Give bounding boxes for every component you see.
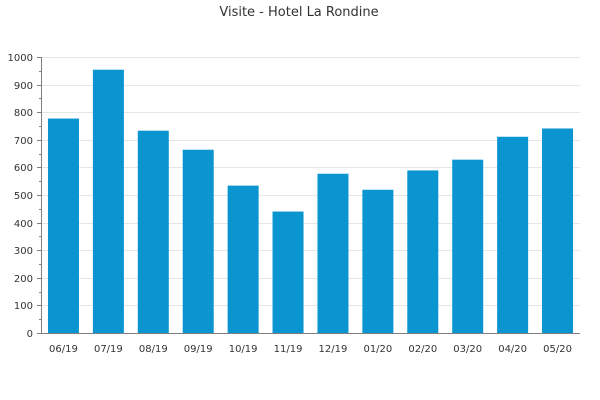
axes (37, 57, 580, 334)
bar-04-20 (497, 136, 529, 333)
bar-03-20 (452, 159, 484, 333)
bar-05-20 (542, 128, 574, 333)
x-tick-label: 08/19 (139, 344, 168, 355)
y-tick-label: 300 (14, 246, 33, 257)
grid-lines (41, 57, 580, 306)
y-axis-tick-labels: 0 100 200 300 400 500 600 700 800 900 1000 (8, 53, 33, 340)
x-tick-label: 03/20 (453, 344, 482, 355)
bars (47, 69, 574, 333)
y-tick-label: 800 (14, 108, 33, 119)
bar-02-20 (407, 170, 439, 333)
y-tick-label: 400 (14, 219, 33, 230)
bar-01-20 (362, 189, 394, 333)
x-tick-label: 05/20 (543, 344, 572, 355)
bar-10-19 (227, 185, 259, 333)
chart-title: Visite - Hotel La Rondine (219, 5, 378, 20)
x-axis-tick-labels: 06/19 07/19 08/19 09/19 10/19 11/19 12/19 01/20… (49, 344, 572, 355)
y-tick-label: 0 (27, 329, 33, 340)
bar-06-19 (47, 118, 79, 333)
x-tick-label: 01/20 (363, 344, 392, 355)
x-tick-label: 04/20 (498, 344, 527, 355)
bar-08-19 (137, 130, 169, 333)
x-tick-label: 06/19 (49, 344, 78, 355)
x-tick-label: 12/19 (319, 344, 348, 355)
y-tick-label: 700 (14, 136, 33, 147)
x-tick-label: 02/20 (408, 344, 437, 355)
y-tick-label: 1000 (8, 53, 33, 64)
y-tick-label: 100 (14, 301, 33, 312)
y-tick-label: 900 (14, 81, 33, 92)
y-tick-label: 600 (14, 163, 33, 174)
bar-11-19 (272, 211, 304, 333)
x-tick-label: 09/19 (184, 344, 213, 355)
y-tick-label: 200 (14, 274, 33, 285)
x-tick-label: 10/19 (229, 344, 258, 355)
bar-12-19 (317, 173, 349, 333)
x-tick-label: 07/19 (94, 344, 123, 355)
bar-09-19 (182, 149, 214, 333)
bar-07-19 (92, 69, 124, 333)
y-tick-label: 500 (14, 191, 33, 202)
x-tick-label: 11/19 (274, 344, 303, 355)
